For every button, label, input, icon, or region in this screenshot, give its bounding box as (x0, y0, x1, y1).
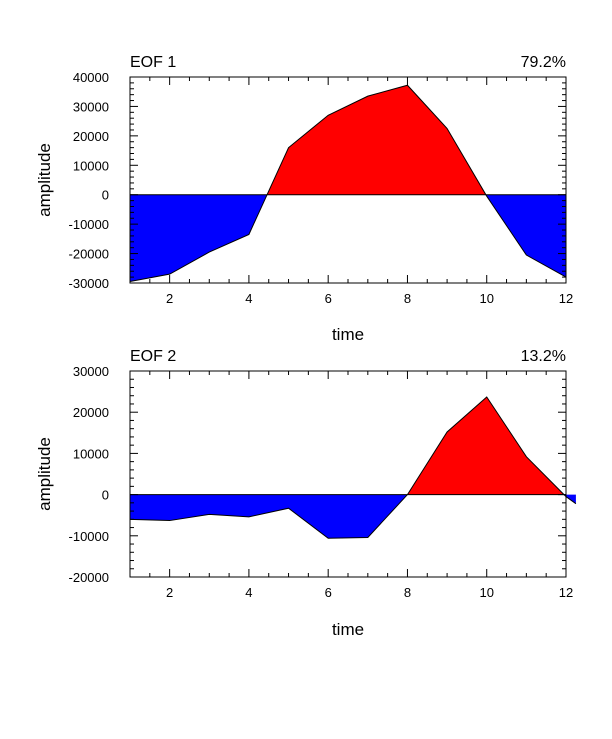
eof1-panel: 2 4 6 8 10 12 -30000 -20000 -10000 0 10000 20000 300… (35, 54, 573, 344)
eof1-y-tick-label: 30000 (73, 99, 109, 114)
eof1-title: EOF 1 (130, 54, 176, 71)
eof2-y-axis-label: amplitude (35, 437, 54, 511)
eof1-y-axis-label: amplitude (35, 143, 54, 217)
eof2-area-group (129, 396, 577, 539)
eof2-x-axis-label: time (332, 620, 364, 639)
eof1-y-tick-label: 10000 (73, 158, 109, 173)
eof2-variance-label: 13.2% (521, 348, 566, 365)
eof2-x-tick-label: 4 (245, 585, 252, 600)
eof1-x-tick-label: 8 (404, 291, 411, 306)
eof2-x-tick-label: 8 (404, 585, 411, 600)
eof1-x-axis-label: time (332, 325, 364, 344)
eof1-series-line (129, 84, 567, 283)
eof2-y-tick-label: 20000 (73, 405, 109, 420)
eof1-y-tick-label: 20000 (73, 129, 109, 144)
eof2-y-tick-label: -10000 (69, 529, 109, 544)
eof2-x-tick-label: 2 (166, 585, 173, 600)
eof1-x-tick-label: 12 (559, 291, 573, 306)
eof2-negative-area (130, 494, 576, 539)
eof2-y-tick-label: 30000 (73, 364, 109, 379)
eof1-area-group (129, 84, 567, 283)
eof2-series-line (129, 396, 577, 539)
eof2-ticks: 2 4 6 8 10 12 -20000 -10000 0 10000 20000 30000 (69, 364, 574, 600)
eof1-y-tick-label: 40000 (73, 70, 109, 85)
eof1-x-tick-label: 2 (166, 291, 173, 306)
eof1-y-tick-label: 0 (102, 188, 109, 203)
eof1-y-tick-label: -20000 (69, 247, 109, 262)
eof2-y-tick-label: 0 (102, 488, 109, 503)
eof1-positive-area (130, 85, 566, 195)
eof2-x-tick-label: 6 (325, 585, 332, 600)
eof2-y-tick-label: -20000 (69, 570, 109, 585)
eof2-y-tick-label: 10000 (73, 446, 109, 461)
eof1-x-tick-label: 4 (245, 291, 252, 306)
eof2-title: EOF 2 (130, 348, 176, 365)
eof2-x-tick-label: 12 (559, 585, 573, 600)
eof2-positive-area (130, 396, 576, 495)
eof1-ticks: 2 4 6 8 10 12 -30000 -20000 -10000 0 10000 20000 300… (69, 70, 574, 306)
eof1-variance-label: 79.2% (521, 54, 566, 71)
eof1-negative-area (130, 194, 566, 282)
eof1-y-tick-label: -30000 (69, 276, 109, 291)
eof2-panel: 2 4 6 8 10 12 -20000 -10000 0 10000 20000 30000 EOF… (35, 348, 577, 639)
eof1-x-tick-label: 6 (325, 291, 332, 306)
eof1-y-tick-label: -10000 (69, 217, 109, 232)
eof1-x-tick-label: 10 (479, 291, 493, 306)
eof2-x-tick-label: 10 (479, 585, 493, 600)
